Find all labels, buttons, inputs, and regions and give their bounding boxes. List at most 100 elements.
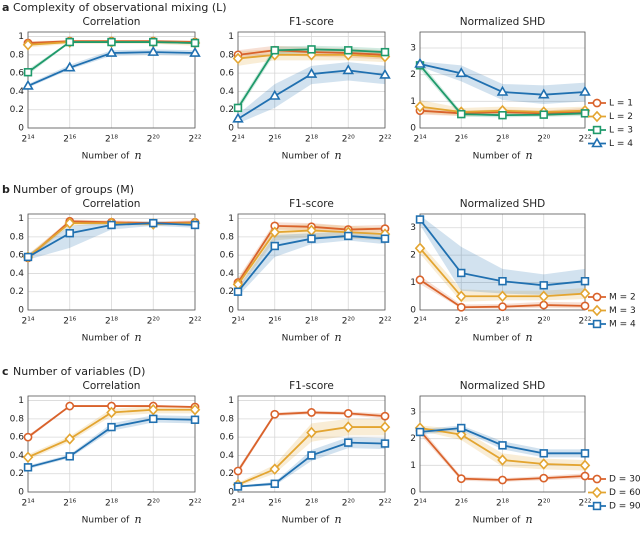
y-tick-label: 0.6 [10,251,25,261]
marker [539,300,549,310]
marker [190,415,200,424]
x-tick-label: 2²⁰ [537,135,550,145]
panel-title: Normalized SHD [460,16,546,28]
x-tick-label: 2¹⁶ [455,317,468,327]
marker [307,234,316,243]
marker [307,408,316,417]
y-tick-label: 3 [410,44,416,54]
marker [380,439,390,448]
x-tick-label: 2¹⁴ [414,135,427,145]
y-tick-label: 1 [18,396,24,406]
marker [63,61,76,72]
panel-title: F1-score [289,198,334,210]
x-axis-variable: n [335,149,342,162]
y-tick-label: 0.6 [220,251,235,261]
y-tick-label: 1 [410,278,416,288]
y-tick-label: 0 [410,306,416,316]
legend-label: L = 3 [609,126,633,136]
marker [415,275,425,285]
group-title: Number of groups (M) [13,183,134,196]
y-tick-label: 0.4 [10,451,25,461]
y-tick-label: 0.8 [10,232,25,242]
plot-frame [419,395,586,493]
plot-frame [237,213,386,311]
y-tick-label: 0.4 [10,87,25,97]
marker [455,290,467,303]
y-tick-label: 0 [410,124,416,134]
legend-label: L = 4 [609,139,633,149]
marker [189,46,201,57]
marker [379,421,391,433]
marker [498,276,507,286]
y-tick-label: 0.6 [10,433,25,443]
band [238,437,385,488]
x-tick-label: 2¹⁶ [455,135,468,145]
marker [579,459,591,472]
x-tick-label: 2²⁰ [147,317,160,327]
x-tick-label: 2¹⁴ [232,135,245,145]
marker [498,441,507,450]
x-tick-label: 2¹⁶ [268,135,281,145]
y-tick-label: 3 [410,408,416,418]
y-tick-label: 0.8 [220,50,235,60]
x-tick-label: 2²⁰ [147,135,160,145]
marker [147,403,159,416]
x-tick-label: 2²² [579,317,592,327]
marker [233,287,243,296]
marker [456,302,466,312]
y-tick-label: 0 [18,488,24,498]
marker [23,463,33,472]
legend-label: D = 90 [609,502,640,512]
x-axis-variable: n [135,149,142,162]
marker [65,37,74,47]
y-tick-label: 0.4 [220,269,235,279]
y-tick-label: 0.6 [220,69,235,79]
x-tick-label: 2²² [379,317,392,327]
x-axis-variable: n [135,331,142,344]
marker [580,471,590,481]
y-tick-label: 1 [228,32,234,42]
y-tick-label: 1 [410,461,416,471]
marker [539,449,548,458]
x-tick-label: 2¹⁴ [414,499,427,509]
x-tick-label: 2¹⁸ [305,499,318,509]
marker [107,220,116,230]
marker [455,67,468,78]
marker [380,234,390,243]
marker [107,422,116,432]
x-tick-label: 2¹⁶ [63,317,76,327]
marker [22,79,34,90]
y-tick-label: 2 [410,70,416,80]
y-tick-label: 3 [410,223,416,233]
y-tick-label: 2 [410,434,416,444]
y-tick-label: 0.4 [220,87,235,97]
marker [147,45,160,56]
y-tick-label: 0.8 [10,50,25,60]
y-tick-label: 1 [18,214,24,224]
x-axis-label: Number of [82,516,131,526]
panel-title: Correlation [83,16,141,28]
panel-title: Correlation [83,198,141,210]
marker [579,287,591,300]
band [238,224,385,290]
x-tick-label: 2¹⁴ [22,317,35,327]
marker [538,458,550,470]
marker [539,473,549,483]
y-tick-label: 1 [228,396,234,406]
x-tick-label: 2¹⁴ [232,499,245,509]
marker [497,290,508,303]
marker [496,85,509,96]
x-tick-label: 2¹⁴ [232,317,245,327]
marker [457,268,466,278]
marker [415,215,425,224]
marker [233,466,243,476]
legend-marker [592,501,602,511]
panel-title: Normalized SHD [460,380,546,392]
marker [538,290,550,303]
x-axis-label: Number of [282,152,331,162]
x-tick-label: 2¹⁶ [268,499,281,509]
marker [270,241,279,251]
y-tick-label: 0.2 [220,105,234,115]
y-tick-label: 0.2 [220,469,234,479]
